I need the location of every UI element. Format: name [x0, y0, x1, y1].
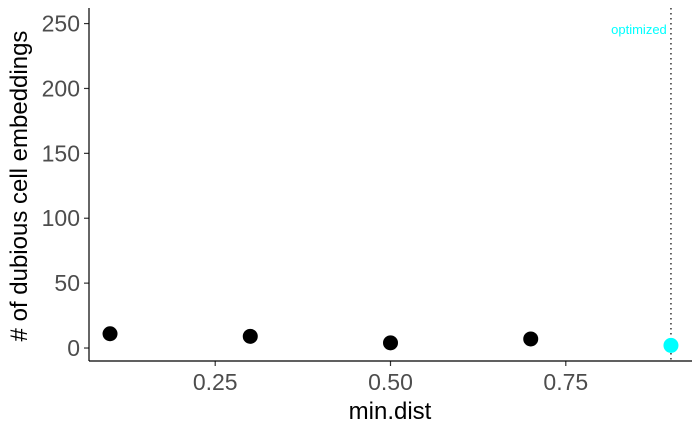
data-points — [102, 326, 679, 353]
x-tick-label: 0.75 — [543, 369, 588, 395]
x-tick-label: 0.50 — [368, 369, 413, 395]
x-axis-title: min.dist — [349, 398, 432, 425]
y-axis-ticks: 0 50 100 150 200 250 — [42, 11, 89, 361]
y-tick-label: 50 — [54, 270, 80, 296]
y-axis-title: # of dubious cell embeddings — [6, 31, 33, 342]
optimized-annotation: optimized — [611, 22, 667, 37]
y-tick-label: 0 — [67, 335, 80, 361]
y-tick-label: 250 — [42, 11, 80, 37]
x-tick-label: 0.25 — [193, 369, 238, 395]
tested-point — [242, 328, 258, 344]
y-tick-label: 200 — [42, 75, 80, 101]
optimized-point — [663, 337, 679, 353]
y-tick-label: 150 — [42, 140, 80, 166]
y-tick-label: 100 — [42, 205, 80, 231]
tested-point — [102, 326, 118, 342]
tested-point — [383, 335, 398, 351]
x-axis-ticks: 0.25 0.50 0.75 — [193, 361, 588, 395]
tested-point — [523, 331, 539, 347]
